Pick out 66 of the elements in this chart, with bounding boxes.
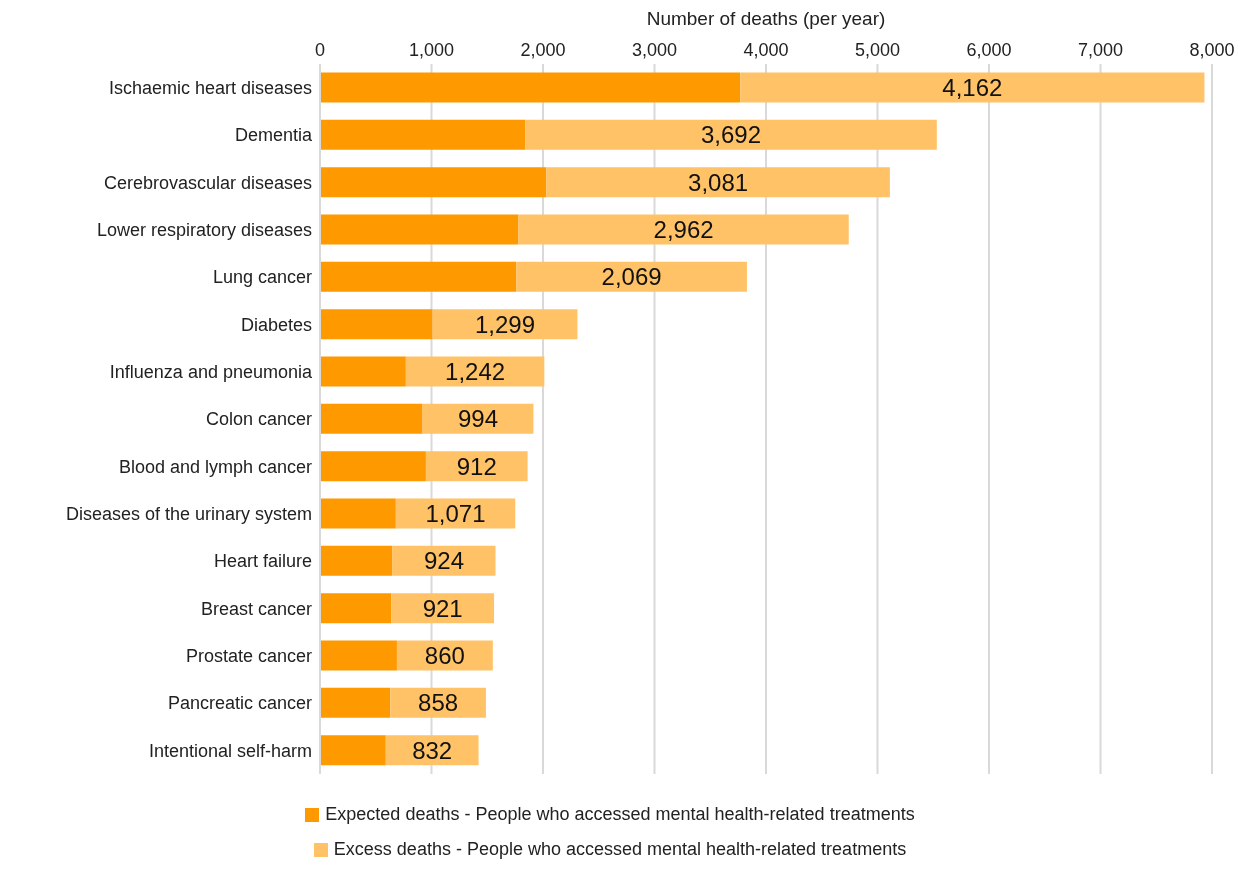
data-label: 3,081 bbox=[688, 168, 749, 196]
bar bbox=[320, 309, 433, 340]
y-tick-label: Dementia bbox=[234, 125, 313, 146]
y-tick-label: Influenza and pneumonia bbox=[109, 362, 313, 383]
x-tick-label: 7,000 bbox=[1077, 40, 1124, 60]
bar bbox=[425, 451, 528, 482]
bar bbox=[320, 451, 426, 482]
data-label: 2,962 bbox=[653, 216, 714, 244]
bar bbox=[320, 640, 397, 671]
bar bbox=[320, 261, 517, 292]
data-label: 1,242 bbox=[445, 358, 506, 386]
data-label: 994 bbox=[457, 405, 499, 433]
data-label: 912 bbox=[456, 452, 497, 480]
bar bbox=[391, 593, 495, 624]
x-tick-label: 2,000 bbox=[520, 40, 566, 60]
bar bbox=[516, 261, 747, 292]
y-tick-label: Cerebrovascular diseases bbox=[103, 172, 312, 193]
data-label: 2,069 bbox=[601, 263, 662, 291]
x-tick-label: 5,000 bbox=[854, 40, 901, 60]
y-tick-label: Lower respiratory diseases bbox=[96, 220, 312, 241]
data-label: 4,162 bbox=[942, 74, 1003, 102]
bar bbox=[320, 72, 741, 103]
x-tick-label: 4,000 bbox=[743, 40, 789, 60]
x-tick-label: 6,000 bbox=[966, 40, 1012, 60]
y-tick-label: Intentional self-harm bbox=[148, 740, 312, 761]
bar bbox=[525, 119, 937, 150]
data-label: 1,299 bbox=[475, 310, 536, 338]
y-tick-label: Diseases of the urinary system bbox=[65, 504, 312, 525]
bar bbox=[320, 356, 406, 387]
bar bbox=[392, 545, 496, 576]
data-label: 924 bbox=[423, 547, 465, 575]
y-tick-label: Lung cancer bbox=[212, 267, 312, 288]
bar bbox=[320, 498, 396, 529]
bar bbox=[518, 214, 849, 245]
data-label: 858 bbox=[418, 689, 459, 717]
y-tick-label: Blood and lymph cancer bbox=[118, 456, 312, 477]
data-label: 860 bbox=[424, 642, 465, 670]
legend-label: Expected deaths - People who accessed mental health-related treatments bbox=[325, 804, 915, 825]
x-tick-label: 8,000 bbox=[1189, 40, 1235, 60]
bar bbox=[320, 214, 519, 245]
data-label: 3,692 bbox=[700, 121, 762, 149]
y-tick-label: Heart failure bbox=[213, 551, 312, 572]
y-tick-label: Ischaemic heart diseases bbox=[108, 78, 312, 99]
bar bbox=[320, 687, 391, 718]
x-tick-label: 3,000 bbox=[631, 40, 678, 60]
y-tick-label: Colon cancer bbox=[205, 409, 312, 430]
bar bbox=[320, 593, 392, 624]
bar bbox=[320, 119, 526, 150]
data-label: 921 bbox=[422, 594, 463, 622]
legend-label: Excess deaths - People who accessed mental health-related treatments bbox=[333, 839, 907, 860]
data-label: 1,071 bbox=[425, 500, 486, 528]
bar bbox=[405, 356, 545, 387]
y-tick-label: Breast cancer bbox=[200, 598, 312, 619]
bar bbox=[320, 403, 423, 434]
bar bbox=[320, 545, 393, 576]
y-tick-label: Diabetes bbox=[240, 314, 312, 335]
x-tick-label: 0 bbox=[314, 40, 326, 60]
y-tick-label: Prostate cancer bbox=[185, 646, 312, 667]
bar bbox=[320, 167, 547, 198]
data-label: 832 bbox=[412, 736, 453, 764]
y-tick-label: Pancreatic cancer bbox=[167, 693, 312, 714]
bar bbox=[546, 167, 890, 198]
x-tick-label: 1,000 bbox=[408, 40, 455, 60]
bar bbox=[740, 72, 1205, 103]
bar bbox=[320, 735, 386, 766]
x-axis-title: Number of deaths (per year) bbox=[645, 8, 887, 30]
